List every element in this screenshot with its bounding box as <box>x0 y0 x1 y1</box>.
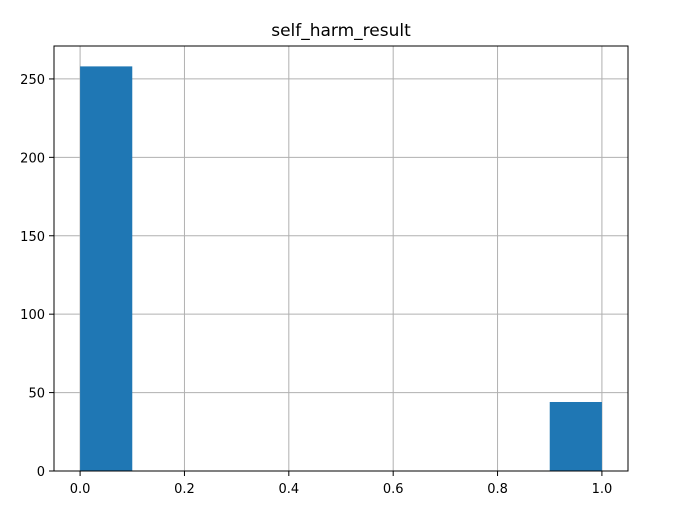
y-tick-label: 250 <box>20 73 45 88</box>
histogram-bars <box>80 66 602 471</box>
x-tick-label: 0.2 <box>174 482 195 497</box>
x-tick-label: 0.8 <box>487 482 508 497</box>
x-tick-label: 0.0 <box>70 482 91 497</box>
x-axis: 0.0 0.2 0.4 0.6 0.8 1.0 <box>70 471 613 497</box>
x-tick-label: 0.4 <box>278 482 299 497</box>
x-tick-label: 1.0 <box>592 482 613 497</box>
x-tick-label: 0.6 <box>383 482 404 497</box>
histogram-bar <box>80 66 133 471</box>
histogram-bar <box>549 401 602 471</box>
y-axis: 0 50 100 150 200 250 <box>20 73 54 480</box>
y-tick-label: 0 <box>37 465 45 480</box>
grid-lines <box>54 46 628 472</box>
y-tick-label: 150 <box>20 230 45 245</box>
chart-title: self_harm_result <box>271 21 411 41</box>
y-tick-label: 50 <box>28 387 45 402</box>
y-tick-label: 100 <box>20 308 45 323</box>
plot-frame <box>53 45 629 472</box>
y-tick-label: 200 <box>20 151 45 166</box>
